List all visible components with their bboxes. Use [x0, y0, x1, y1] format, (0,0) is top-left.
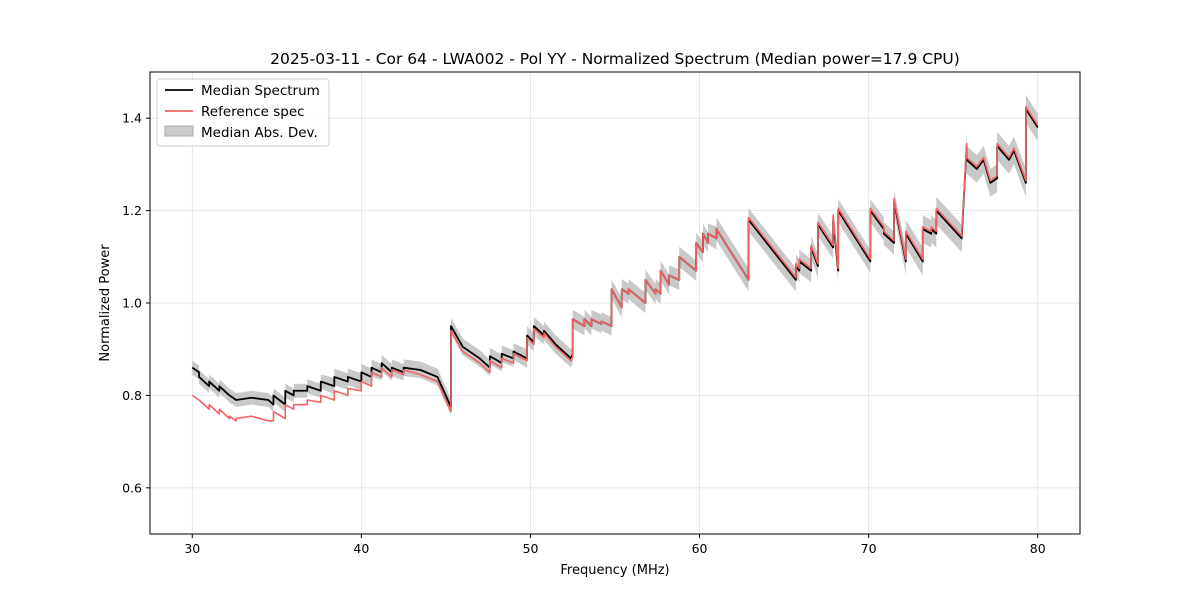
x-tick-label: 50: [523, 541, 539, 556]
x-axis-ticks: 30 40 50 60 70 80: [184, 534, 1046, 556]
y-tick-label: 0.6: [122, 480, 142, 495]
series-lines-group: [191, 105, 1039, 422]
legend-reference-label: Reference spec: [201, 104, 305, 120]
y-tick-label: 1.2: [122, 203, 142, 218]
y-axis-ticks: 0.6 0.8 1.0 1.2 1.4: [122, 111, 150, 495]
legend-mad-swatch: [164, 125, 194, 137]
y-tick-label: 0.8: [122, 388, 142, 403]
x-axis-label: Frequency (MHz): [560, 563, 669, 578]
x-tick-label: 80: [1030, 541, 1046, 556]
legend-box: [156, 78, 330, 147]
y-tick-label: 1.0: [122, 296, 142, 311]
x-tick-label: 30: [184, 541, 200, 556]
legend-median-label: Median Spectrum: [201, 83, 320, 99]
y-axis-label: Normalized Power: [98, 244, 113, 362]
chart-title: 2025-03-11 - Cor 64 - LWA002 - Pol YY - …: [270, 50, 960, 68]
x-tick-label: 40: [353, 541, 369, 556]
legend: Median Spectrum Reference spec Median Ab…: [156, 78, 330, 147]
x-tick-label: 70: [861, 541, 877, 556]
legend-mad-label: Median Abs. Dev.: [201, 125, 318, 141]
reference-spec-line: [191, 105, 1039, 422]
y-tick-label: 1.4: [122, 111, 142, 126]
x-tick-label: 60: [692, 541, 708, 556]
